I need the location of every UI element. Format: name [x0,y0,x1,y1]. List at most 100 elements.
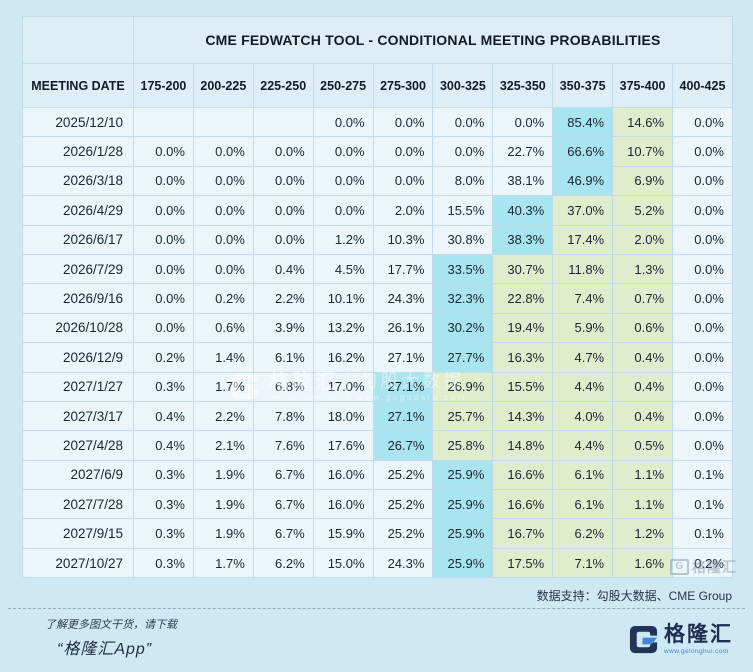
probability-cell: 1.1% [612,459,674,491]
probability-cell: 0.0% [312,195,374,226]
meeting-date-cell: 2026/3/18 [22,165,134,197]
probability-cell: 15.0% [312,547,374,579]
probability-cell: 2.2% [192,400,254,432]
probability-cell: 0.0% [672,312,733,344]
probability-cell: 0.7% [612,283,674,314]
probability-cell: 0.0% [372,165,434,197]
probability-cell: 0.5% [612,430,674,461]
meeting-date-cell: 2025/12/10 [22,106,134,138]
probability-cell: 0.0% [672,253,733,285]
probability-cell: 0.0% [192,224,254,255]
probability-cell: 0.0% [372,106,434,138]
probability-cell: 0.1% [672,489,733,520]
probability-cell: 24.3% [372,547,434,579]
probability-cell [252,106,314,138]
probability-cell: 16.0% [312,489,374,520]
probability-cell: 1.2% [312,224,374,255]
meeting-date-cell: 2027/1/27 [22,371,134,402]
table-row: 2026/6/17 0.0% 0.0% 0.0% 1.2% 10.3% 30.8% 38.3%… [22,224,733,255]
probability-cell: 1.1% [612,489,674,520]
corner-cell [22,16,134,64]
meeting-date-cell: 2026/10/28 [22,312,134,344]
meeting-date-cell: 2027/3/17 [22,400,134,432]
probability-cell: 0.4% [133,400,194,432]
table-row: 2027/7/28 0.3% 1.9% 6.7% 16.0% 25.2% 25.9% 16.6… [22,489,733,520]
probability-cell: 0.0% [672,165,733,197]
table-row: 2026/7/29 0.0% 0.0% 0.4% 4.5% 17.7% 33.5% 30.7%… [22,253,733,285]
probability-cell: 0.2% [672,547,733,579]
probability-cell: 46.9% [552,165,614,197]
probability-cell: 27.7% [432,342,494,373]
table-row: 2026/9/16 0.0% 0.2% 2.2% 10.1% 24.3% 32.3% 22.8… [22,283,733,314]
probability-cell: 25.2% [372,518,434,549]
footer-divider [8,608,745,609]
probability-cell: 15.5% [432,195,494,226]
probability-cell: 18.0% [312,400,374,432]
probability-cell: 0.4% [612,400,674,432]
table-row: 2027/4/28 0.4% 2.1% 7.6% 17.6% 26.7% 25.8% 14.8… [22,430,733,461]
probability-cell: 0.0% [192,253,254,285]
meeting-date-cell: 2026/1/28 [22,136,134,167]
probability-cell: 0.0% [672,400,733,432]
probability-cell: 25.9% [432,518,494,549]
probability-cell: 4.7% [552,342,614,373]
probability-cell: 17.5% [492,547,554,579]
probability-cell: 0.2% [133,342,194,373]
probability-cell: 17.0% [312,371,374,402]
fedwatch-probability-table: CME FEDWATCH TOOL - CONDITIONAL MEETING … [22,16,733,579]
probability-cell: 24.3% [372,283,434,314]
probability-cell: 16.0% [312,459,374,491]
probability-cell: 4.4% [552,430,614,461]
meeting-date-cell: 2027/6/9 [22,459,134,491]
probability-cell [133,106,194,138]
probability-cell: 10.3% [372,224,434,255]
probability-cell: 0.0% [133,195,194,226]
probability-cell: 0.6% [612,312,674,344]
table-row: 2026/4/29 0.0% 0.0% 0.0% 0.0% 2.0% 15.5% 40.3% 3… [22,195,733,226]
probability-cell: 0.0% [192,195,254,226]
probability-cell: 30.8% [432,224,494,255]
probability-cell: 0.0% [252,195,314,226]
probability-cell: 17.6% [312,430,374,461]
probability-cell: 1.3% [612,253,674,285]
probability-cell: 0.0% [432,136,494,167]
meeting-date-cell: 2027/7/28 [22,489,134,520]
meeting-date-cell: 2026/9/16 [22,283,134,314]
meeting-date-cell: 2027/4/28 [22,430,134,461]
table-row: 2027/9/15 0.3% 1.9% 6.7% 15.9% 25.2% 25.9% 16.7… [22,518,733,549]
rate-range-header: 300-325 [432,63,494,108]
probability-cell: 6.1% [252,342,314,373]
probability-cell: 38.1% [492,165,554,197]
probability-cell: 19.4% [492,312,554,344]
probability-cell: 10.1% [312,283,374,314]
footer-app-name: “格隆汇App” [57,641,153,658]
probability-cell: 0.0% [672,430,733,461]
table-row: 2026/10/28 0.0% 0.6% 3.9% 13.2% 26.1% 30.2% 19.… [22,312,733,344]
meeting-date-cell: 2026/6/17 [22,224,134,255]
probability-cell: 15.9% [312,518,374,549]
probability-cell: 1.4% [192,342,254,373]
rate-range-header: 275-300 [372,63,434,108]
rate-range-header: 400-425 [672,63,733,108]
probability-cell: 2.2% [252,283,314,314]
probability-cell: 0.0% [312,165,374,197]
probability-cell: 0.0% [133,253,194,285]
probability-cell [192,106,254,138]
probability-cell: 3.9% [252,312,314,344]
probability-cell: 1.2% [612,518,674,549]
probability-cell: 37.0% [552,195,614,226]
probability-cell: 6.7% [252,518,314,549]
gelonghui-brand-lockup: 格隆汇 www.gelonghui.com [628,623,733,655]
probability-cell: 6.2% [252,547,314,579]
table-row: 2027/10/27 0.3% 1.7% 6.2% 15.0% 24.3% 25.9% 17.… [22,547,733,579]
probability-cell: 0.3% [133,489,194,520]
rate-range-header: 200-225 [192,63,254,108]
probability-cell: 0.4% [612,371,674,402]
probability-cell: 16.3% [492,342,554,373]
probability-cell: 85.4% [552,106,614,138]
probability-cell: 16.7% [492,518,554,549]
probability-cell: 1.9% [192,459,254,491]
probability-cell: 6.7% [252,489,314,520]
brand-name: 格隆汇 [664,623,733,646]
rate-range-header: 375-400 [612,63,674,108]
